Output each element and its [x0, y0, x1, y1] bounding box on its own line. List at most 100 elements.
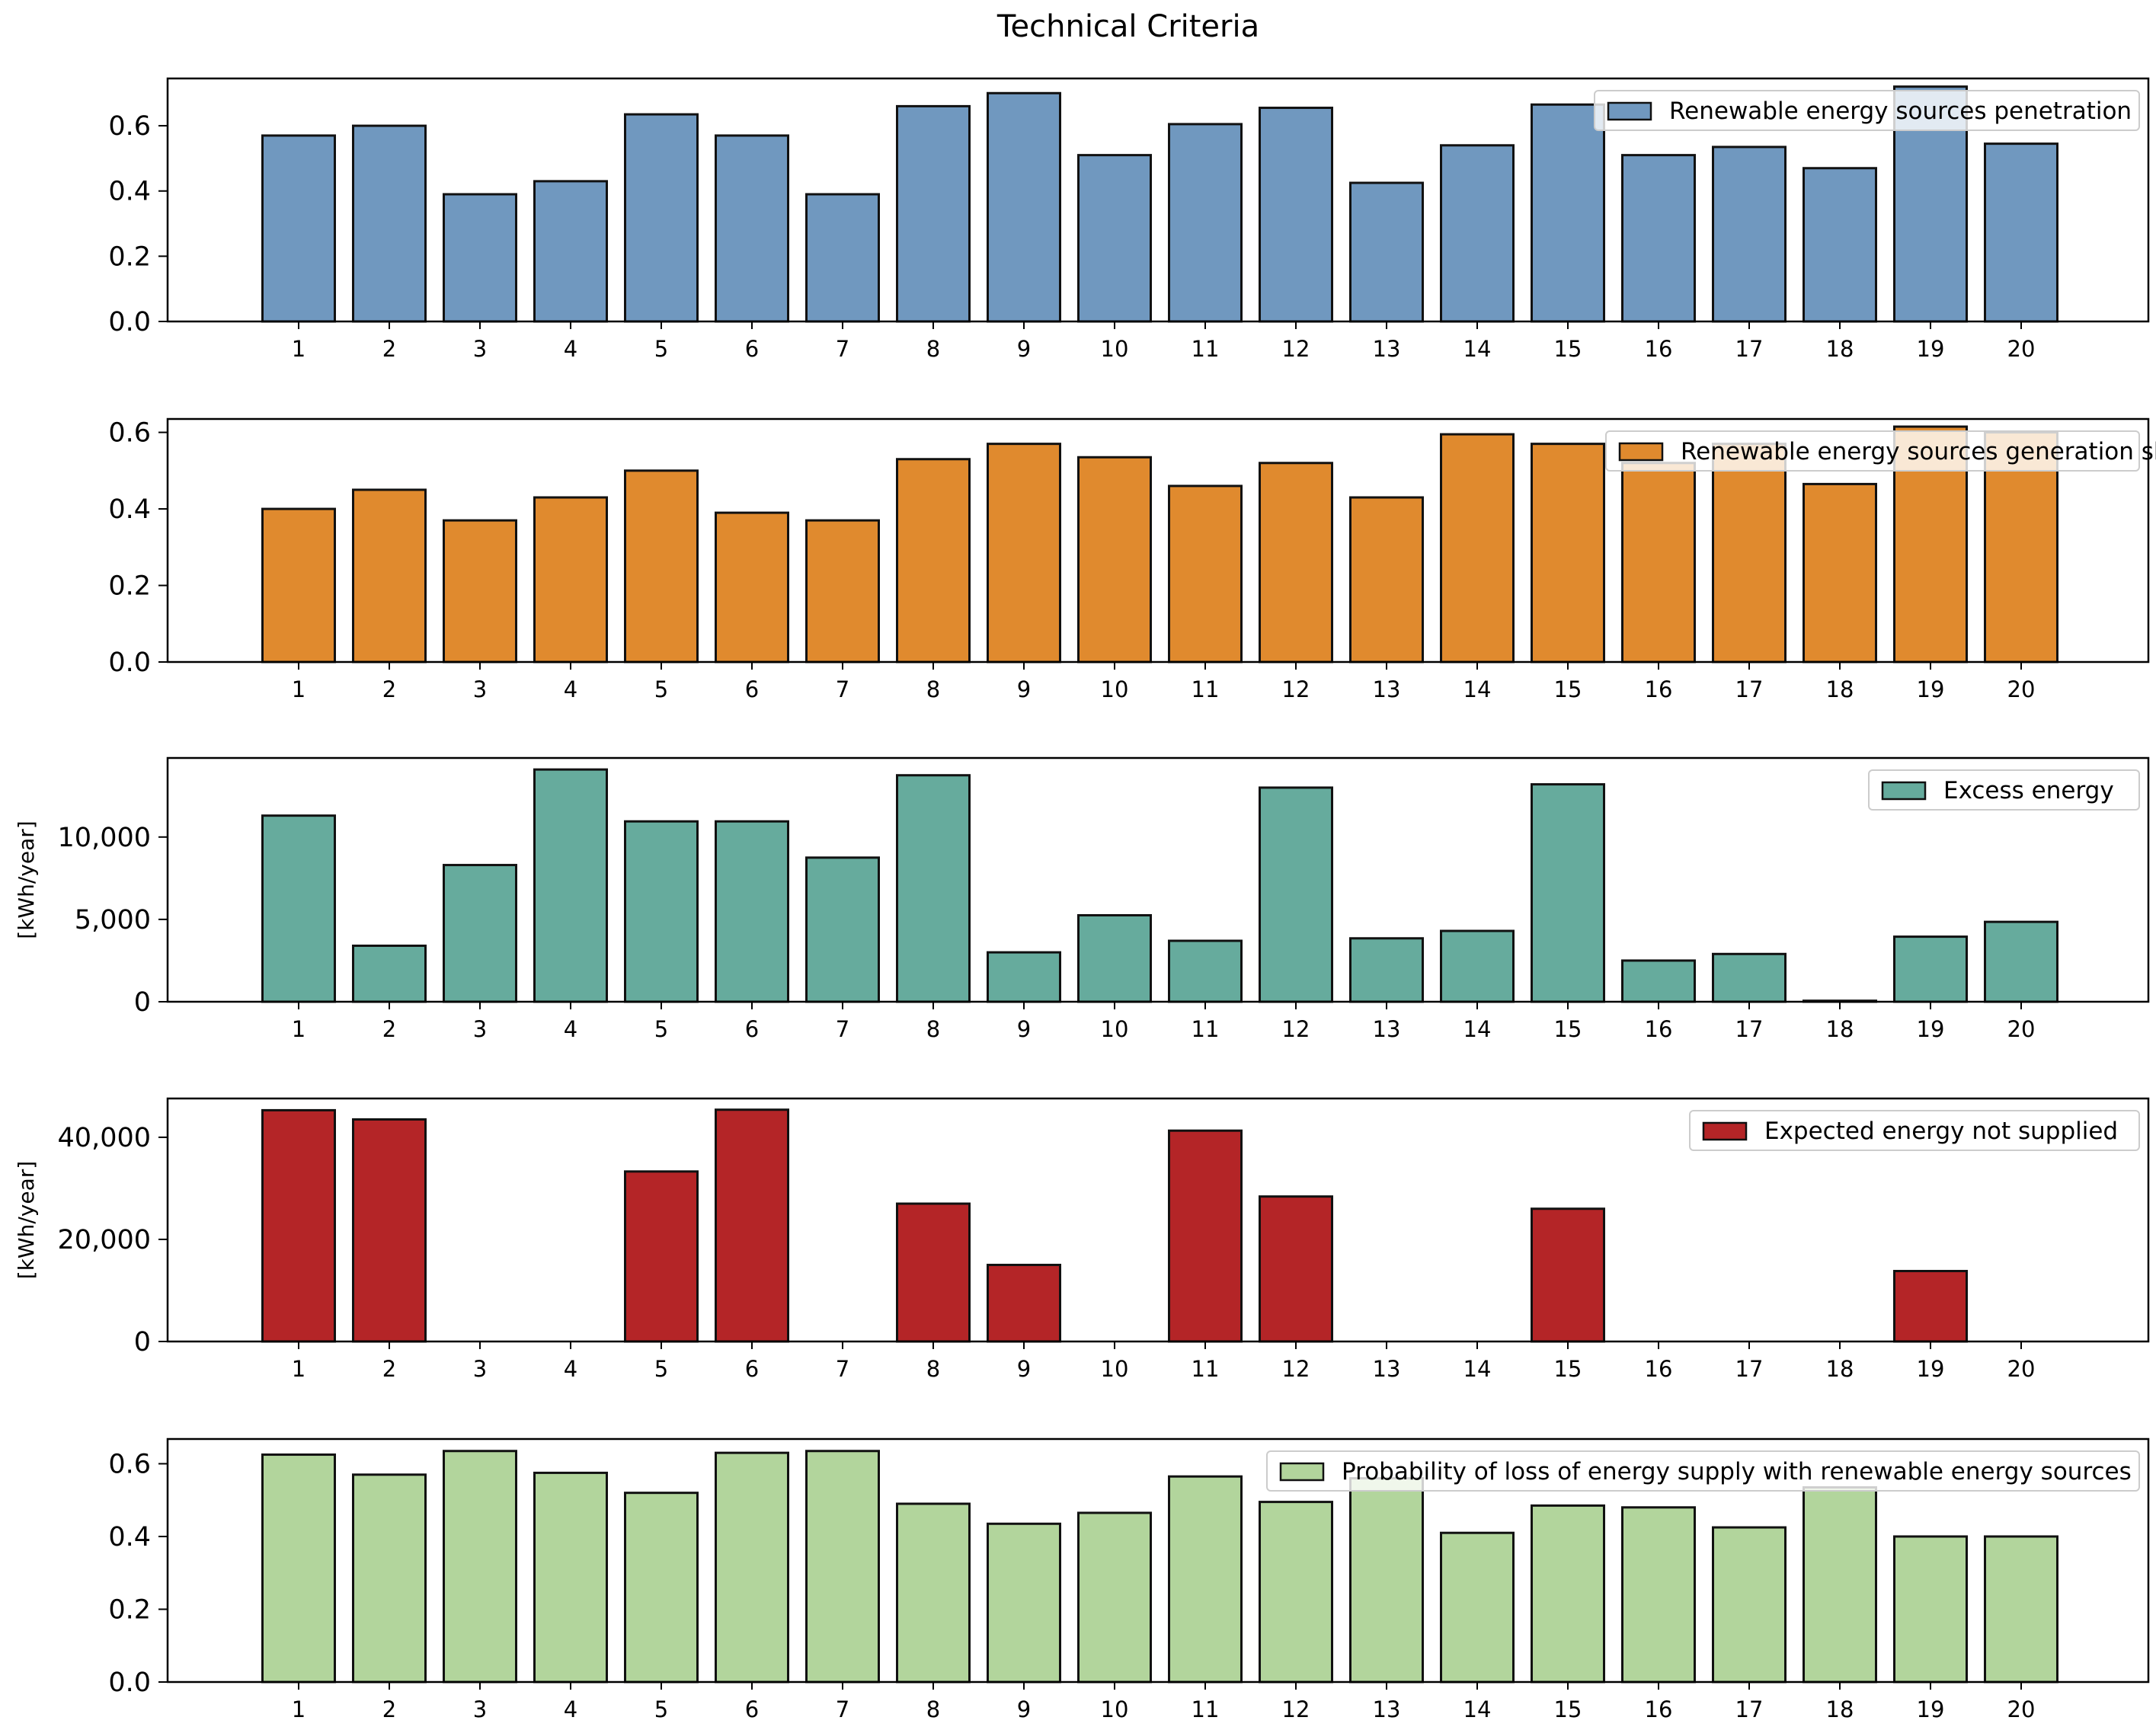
x-tick-label: 6	[745, 336, 759, 362]
x-tick-label: 8	[926, 676, 940, 702]
bar-6	[715, 1108, 789, 1343]
legend: Expected energy not supplied	[1689, 1110, 2140, 1151]
axes-frame	[166, 1437, 2150, 1684]
axes-frame	[166, 77, 2150, 323]
x-tick-label: 9	[1017, 676, 1031, 702]
chart-panel-expected-energy-not-supplied: 1 2 3 4 5 6 7 8 9 10 11 12 13 14 15 16 17 18 19 20020,00040…	[14, 1097, 2150, 1382]
bar-15	[1531, 443, 1605, 664]
bar-2	[352, 1118, 427, 1343]
bar-1	[261, 507, 336, 664]
legend-label: Excess energy	[1943, 777, 2114, 804]
chart-panel-generation-share: 1 2 3 4 5 6 7 8 9 10 11 12 13 14 15 16 17 18 19 200.00.20.4…	[108, 418, 2156, 702]
bar-17	[1712, 443, 1787, 664]
x-tick-label: 19	[1917, 336, 1945, 362]
bar-10	[1077, 154, 1152, 323]
bar-2	[352, 1473, 427, 1684]
x-tick-label: 14	[1463, 1356, 1492, 1382]
bar-13	[1349, 937, 1424, 1003]
bar-4	[533, 496, 608, 664]
bar-4	[533, 1471, 608, 1684]
legend-label: Renewable energy sources penetration	[1669, 98, 2132, 125]
bar-6	[715, 820, 789, 1003]
x-tick-label: 7	[836, 676, 849, 702]
x-tick-label: 15	[1554, 676, 1582, 702]
bar-17	[1712, 145, 1787, 323]
x-tick-label: 16	[1645, 676, 1673, 702]
y-tick-label: 10,000	[58, 823, 151, 853]
x-tick-label: 9	[1017, 336, 1031, 362]
bar-17	[1712, 952, 1787, 1003]
bar-5	[624, 1170, 699, 1343]
x-tick-label: 3	[473, 676, 487, 702]
bar-5	[624, 1492, 699, 1684]
x-tick-label: 14	[1463, 676, 1492, 702]
x-tick-label: 11	[1192, 336, 1220, 362]
x-tick-label: 15	[1554, 1696, 1582, 1722]
x-tick-label: 16	[1645, 1016, 1673, 1042]
bar-1	[261, 1108, 336, 1343]
x-tick-label: 20	[2007, 1356, 2036, 1382]
legend-swatch	[1607, 101, 1652, 121]
x-tick-label: 15	[1554, 1356, 1582, 1382]
x-tick-label: 13	[1373, 1356, 1401, 1382]
x-tick-label: 11	[1192, 676, 1220, 702]
bar-11	[1168, 1129, 1243, 1343]
x-tick-label: 2	[382, 336, 396, 362]
x-tick-label: 5	[654, 336, 668, 362]
x-tick-label: 14	[1463, 1696, 1492, 1722]
x-tick-label: 6	[745, 1016, 759, 1042]
x-tick-label: 3	[473, 1696, 487, 1722]
bar-14	[1440, 144, 1515, 323]
bar-19	[1893, 1270, 1968, 1343]
bar-12	[1259, 1501, 1333, 1684]
bar-7	[805, 856, 880, 1003]
bar-12	[1259, 1195, 1333, 1343]
bar-7	[805, 519, 880, 664]
bar-2	[352, 488, 427, 664]
x-tick-label: 4	[564, 1696, 577, 1722]
bar-6	[715, 511, 789, 664]
bar-9	[987, 951, 1061, 1003]
x-tick-label: 7	[836, 336, 849, 362]
bar-5	[624, 820, 699, 1003]
bar-6	[715, 134, 789, 323]
x-tick-label: 1	[292, 1356, 305, 1382]
bar-13	[1349, 181, 1424, 323]
x-tick-label: 20	[2007, 676, 2036, 702]
bar-16	[1621, 1506, 1696, 1684]
legend-box	[1266, 1450, 2140, 1492]
bar-18	[1803, 482, 1877, 664]
x-tick-label: 19	[1917, 1016, 1945, 1042]
x-tick-label: 12	[1282, 1356, 1310, 1382]
figure-title: Technical Criteria	[996, 9, 1259, 44]
x-tick-label: 20	[2007, 1016, 2036, 1042]
x-tick-label: 13	[1373, 336, 1401, 362]
x-tick-label: 5	[654, 676, 668, 702]
bar-5	[624, 113, 699, 323]
axes-frame	[166, 1097, 2150, 1343]
y-tick-label: 0.0	[108, 1668, 151, 1698]
bar-3	[443, 1450, 517, 1684]
legend: Probability of loss of energy supply wit…	[1266, 1450, 2140, 1492]
bar-13	[1349, 1477, 1424, 1684]
x-tick-label: 15	[1554, 336, 1582, 362]
x-tick-label: 12	[1282, 676, 1310, 702]
chart-panel-penetration: 1 2 3 4 5 6 7 8 9 10 11 12 13 14 15 16 17 18 19 200.00.20.4…	[108, 77, 2150, 362]
x-tick-label: 8	[926, 1356, 940, 1382]
x-tick-label: 1	[292, 676, 305, 702]
x-tick-label: 19	[1917, 676, 1945, 702]
bar-4	[533, 180, 608, 323]
bar-9	[987, 1522, 1061, 1684]
bar-7	[805, 1450, 880, 1684]
x-tick-label: 13	[1373, 1016, 1401, 1042]
bar-5	[624, 469, 699, 664]
x-tick-label: 11	[1192, 1356, 1220, 1382]
legend: Excess energy	[1868, 769, 2140, 811]
x-tick-label: 14	[1463, 1016, 1492, 1042]
x-tick-label: 1	[292, 336, 305, 362]
legend-swatch	[1881, 781, 1927, 801]
bar-14	[1440, 433, 1515, 664]
x-tick-label: 5	[654, 1696, 668, 1722]
bar-15	[1531, 1207, 1605, 1343]
